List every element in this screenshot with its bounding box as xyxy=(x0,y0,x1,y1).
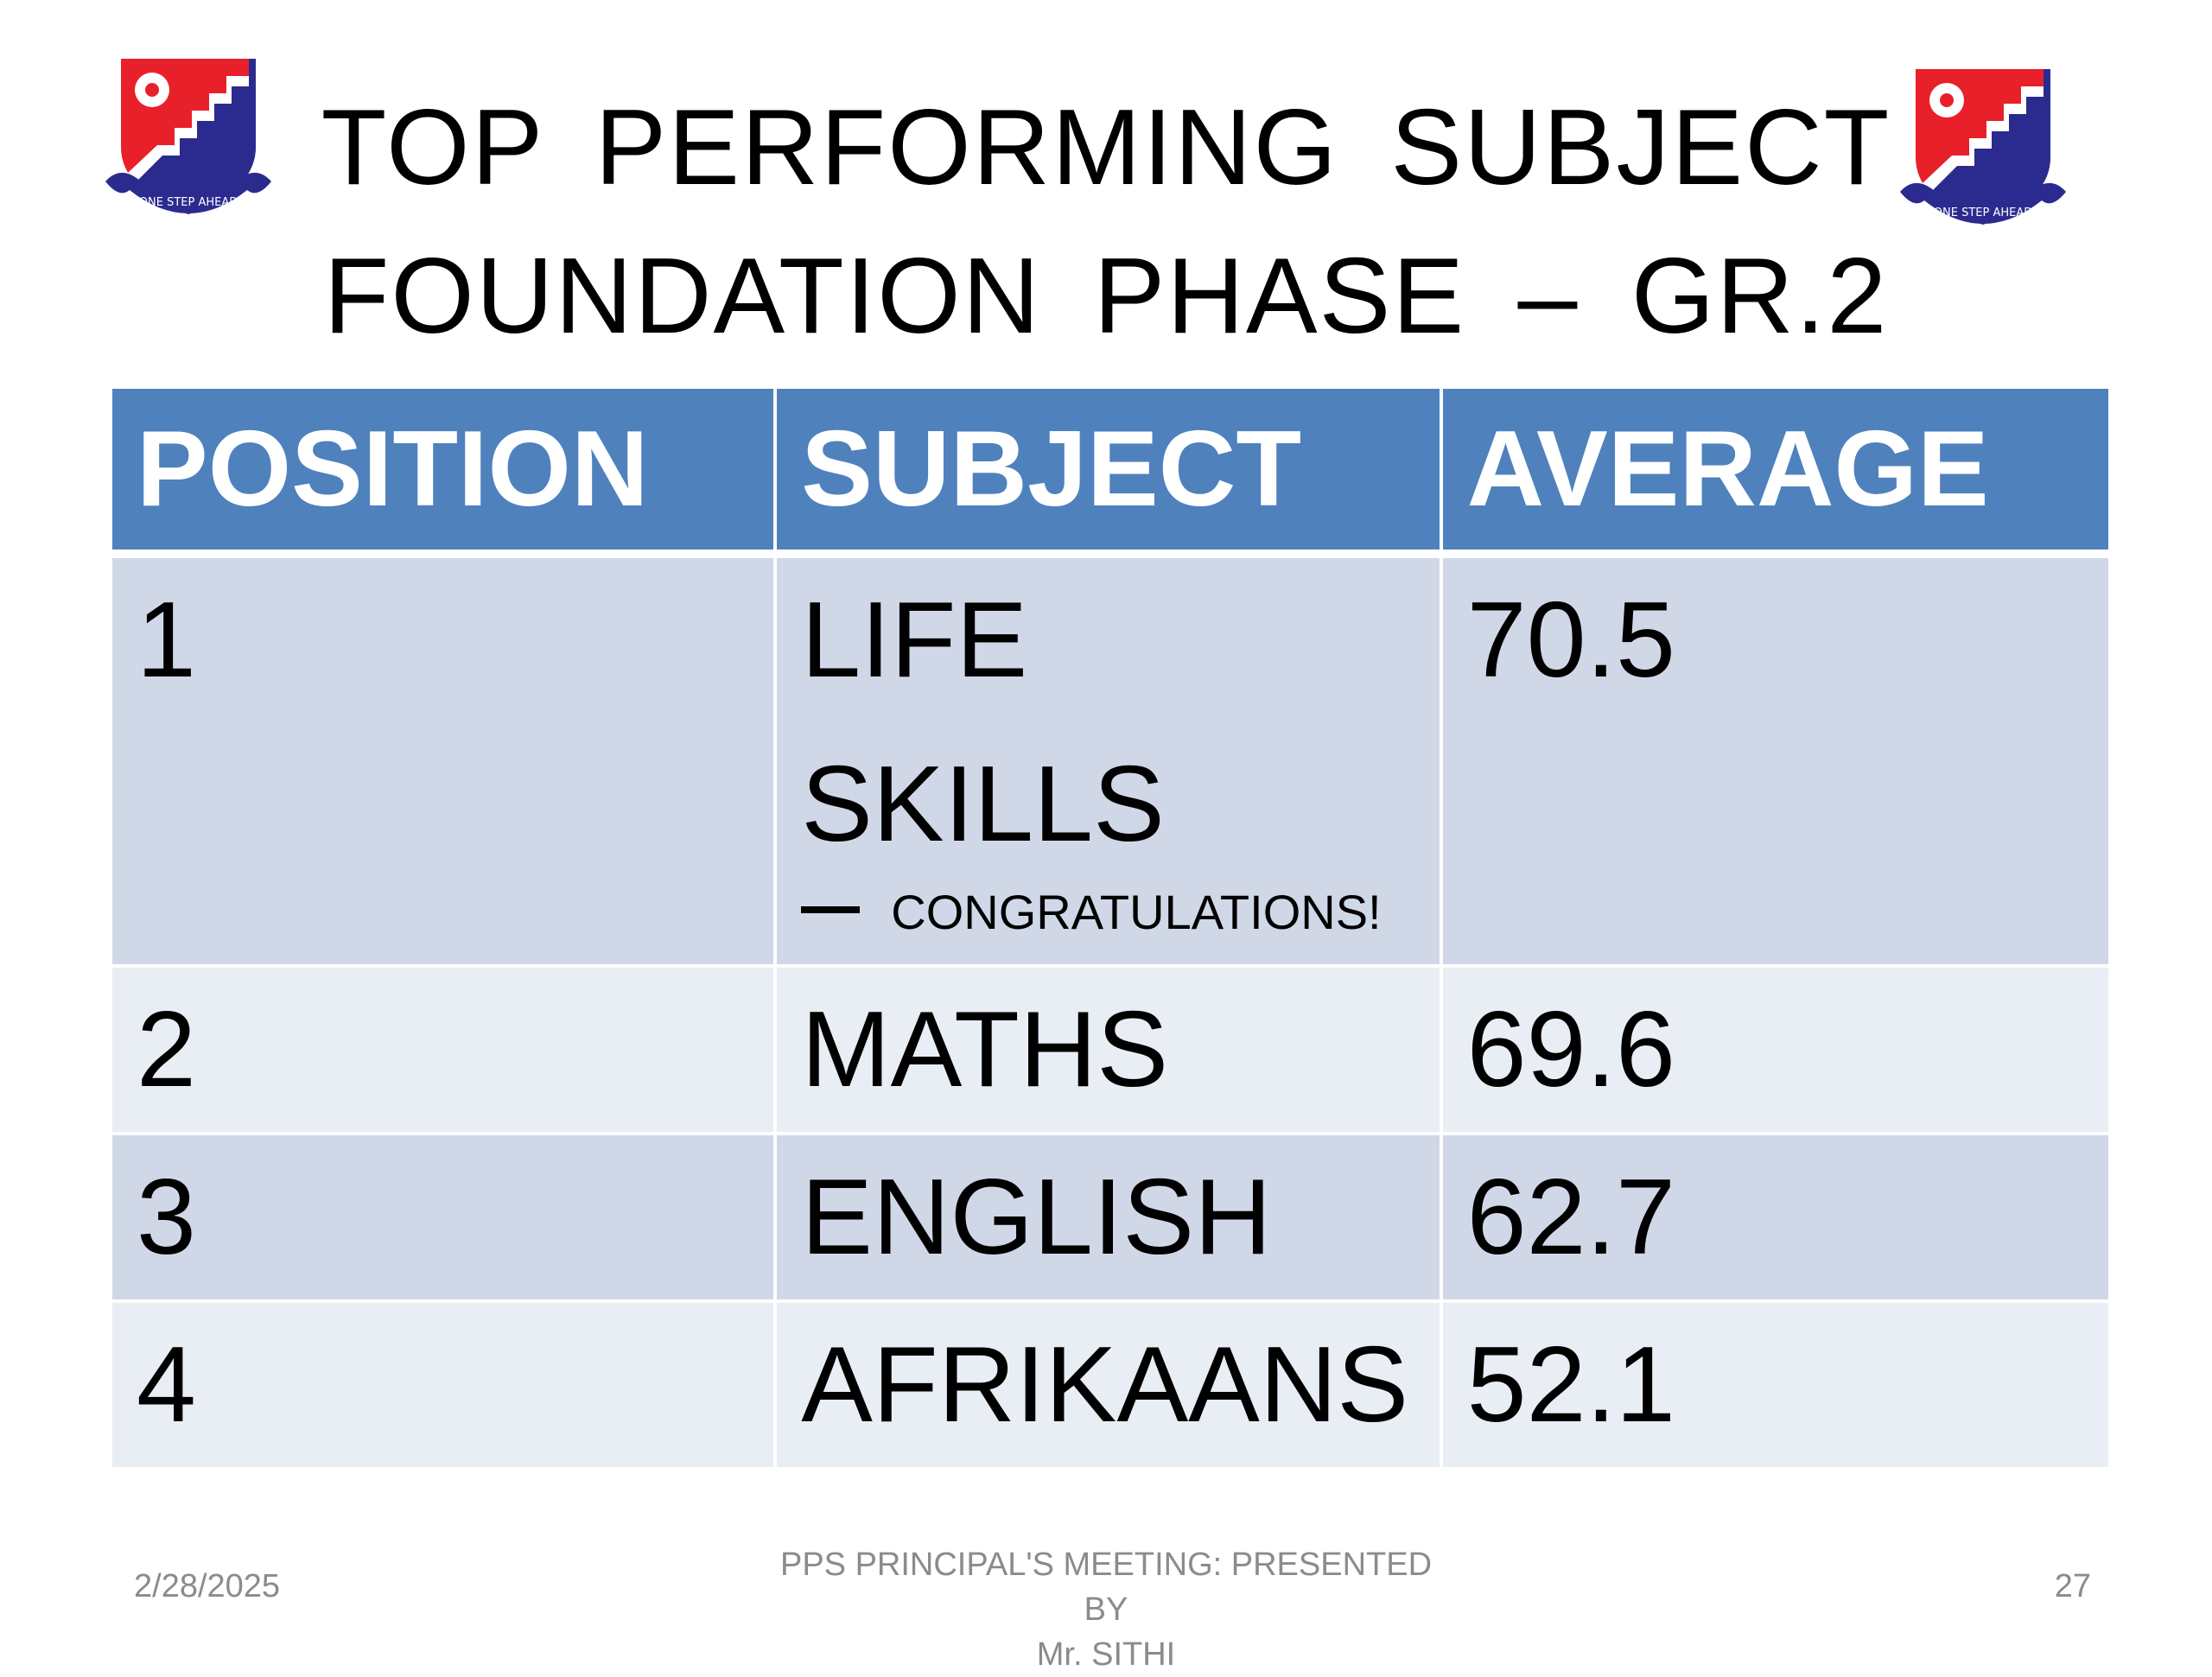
cell-position: 2 xyxy=(112,968,778,1135)
table-header-row: POSITION SUBJECT AVERAGE xyxy=(112,389,2108,558)
cell-average: 52.1 xyxy=(1442,1303,2108,1471)
cell-subject: AFRIKAANS xyxy=(777,1303,1443,1471)
cell-position: 4 xyxy=(112,1303,778,1471)
cell-subject: ENGLISH xyxy=(777,1135,1443,1303)
congratulations-text: CONGRATULATIONS! xyxy=(891,885,1382,939)
header-subject: SUBJECT xyxy=(777,389,1443,558)
cell-position: 1 xyxy=(112,558,778,968)
cell-average: 70.5 xyxy=(1442,558,2108,968)
dash-mark xyxy=(801,906,861,914)
slide-title-line-2: FOUNDATION PHASE – GR.2 xyxy=(323,237,1889,356)
table-row: 1 LIFE SKILLS CONGRATULATIONS! 70.5 xyxy=(112,558,2108,968)
subject-name: LIFE SKILLS xyxy=(801,581,1165,864)
footer-date: 2/28/2025 xyxy=(134,1568,281,1604)
school-crest-logo-right: ONE STEP AHEAD xyxy=(1900,69,2066,225)
header-average: AVERAGE xyxy=(1442,389,2108,558)
cell-average: 69.6 xyxy=(1442,968,2108,1135)
crest-motto-left: ONE STEP AHEAD xyxy=(139,196,238,209)
slide-title-line-1: TOP PERFORMING SUBJECT xyxy=(321,88,1891,207)
cell-average: 62.7 xyxy=(1442,1135,2108,1303)
subject-note: CONGRATULATIONS! xyxy=(801,861,1439,964)
cell-position: 3 xyxy=(112,1135,778,1303)
school-crest-logo-left: ONE STEP AHEAD xyxy=(105,59,271,214)
subject-ranking-table: POSITION SUBJECT AVERAGE 1 LIFE SKILLS C… xyxy=(112,389,2108,1471)
header-position: POSITION xyxy=(112,389,778,558)
slide-title: TOP PERFORMING SUBJECT FOUNDATION PHASE … xyxy=(311,73,1901,371)
table-row: 2 MATHS 69.6 xyxy=(112,968,2108,1135)
footer-page-number: 27 xyxy=(2054,1568,2091,1604)
crest-motto-right: ONE STEP AHEAD xyxy=(1934,206,2032,219)
footer-presenter: PPS PRINCIPAL'S MEETING: PRESENTED BY Mr… xyxy=(760,1542,1452,1677)
footer-presenter-line-1: PPS PRINCIPAL'S MEETING: PRESENTED BY xyxy=(779,1547,1433,1628)
cell-subject: LIFE SKILLS CONGRATULATIONS! xyxy=(777,558,1443,968)
table-row: 4 AFRIKAANS 52.1 xyxy=(112,1303,2108,1471)
table-row: 3 ENGLISH 62.7 xyxy=(112,1135,2108,1303)
cell-subject: MATHS xyxy=(777,968,1443,1135)
footer-presenter-line-2: Mr. SITHI xyxy=(1036,1636,1176,1673)
